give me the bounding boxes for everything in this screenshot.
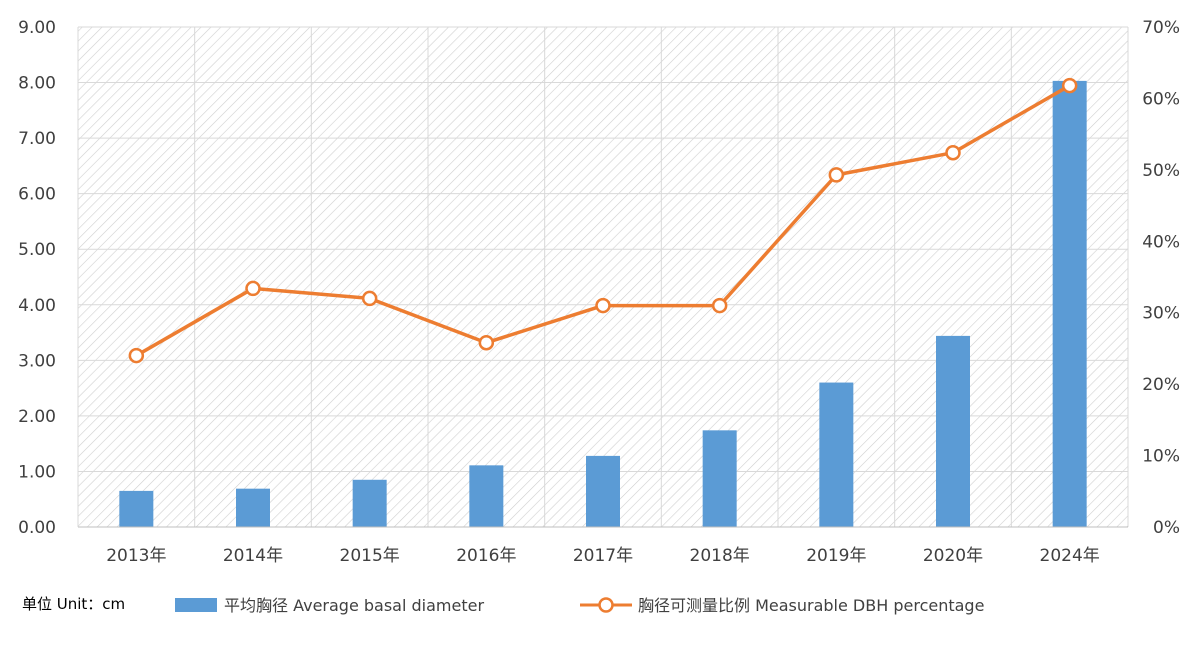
legend-bar-label: 平均胸径 Average basal diameter — [224, 596, 484, 615]
right-tick-label: 40% — [1142, 232, 1180, 252]
line-point — [128, 347, 145, 364]
left-tick-label: 6.00 — [18, 185, 56, 205]
x-tick-label: 2024年 — [1040, 546, 1100, 566]
x-tick-label: 2019年 — [806, 546, 866, 566]
left-tick-label: 1.00 — [18, 462, 56, 482]
x-tick-label: 2016年 — [456, 546, 516, 566]
bar — [819, 382, 854, 527]
line-point — [711, 297, 728, 314]
x-tick-label: 2013年 — [106, 546, 166, 566]
line-point — [595, 297, 611, 314]
line-series — [128, 77, 1078, 364]
left-tick-label: 8.00 — [18, 74, 56, 94]
x-tick-label: 2015年 — [340, 546, 400, 566]
left-y-axis: 0.00 1.00 2.00 3.00 4.00 5.00 6.00 7.00 8.00 9.00 — [18, 18, 56, 538]
unit-label: 单位 Unit：cm — [22, 595, 125, 613]
line-point — [1061, 77, 1078, 94]
x-tick-label: 2018年 — [690, 546, 750, 566]
left-tick-label: 9.00 — [18, 18, 56, 38]
left-tick-label: 3.00 — [18, 351, 56, 371]
left-tick-label: 5.00 — [18, 240, 56, 260]
bar — [1052, 80, 1087, 527]
x-tick-label: 2020年 — [923, 546, 983, 566]
right-tick-label: 60% — [1142, 89, 1180, 109]
x-axis: 2013年 2014年 2015年 2016年 2017年 2018年 2019年 2020年… — [78, 526, 1128, 566]
left-tick-label: 7.00 — [18, 129, 56, 149]
line-point — [361, 290, 378, 307]
right-tick-label: 0% — [1153, 518, 1180, 538]
right-y-axis: 0% 10% 20% 30% 40% 50% 60% 70% — [1142, 18, 1180, 538]
line-point — [245, 280, 261, 297]
left-tick-label: 0.00 — [18, 518, 56, 538]
plot-area-background — [78, 27, 1128, 527]
bar — [469, 465, 504, 527]
legend-line-marker — [598, 597, 614, 613]
x-tick-label: 2014年 — [223, 546, 283, 566]
bar — [936, 335, 970, 527]
right-tick-label: 10% — [1142, 447, 1180, 467]
bar — [352, 479, 387, 527]
bar-series — [119, 80, 1087, 527]
bar — [702, 430, 737, 527]
right-tick-label: 20% — [1142, 375, 1180, 395]
x-tick-label: 2017年 — [573, 546, 633, 566]
right-tick-label: 30% — [1142, 304, 1180, 324]
line-point — [945, 144, 961, 161]
bar — [586, 455, 620, 527]
left-tick-label: 2.00 — [18, 407, 56, 427]
bar — [119, 490, 154, 527]
line-point — [828, 167, 845, 183]
legend-bar-swatch — [175, 598, 217, 612]
line-point — [478, 334, 495, 351]
left-tick-label: 4.00 — [18, 296, 56, 316]
legend-line-label: 胸径可测量比例 Measurable DBH percentage — [638, 596, 984, 615]
right-tick-label: 50% — [1142, 161, 1180, 181]
bar — [236, 488, 270, 527]
right-tick-label: 70% — [1142, 18, 1180, 38]
